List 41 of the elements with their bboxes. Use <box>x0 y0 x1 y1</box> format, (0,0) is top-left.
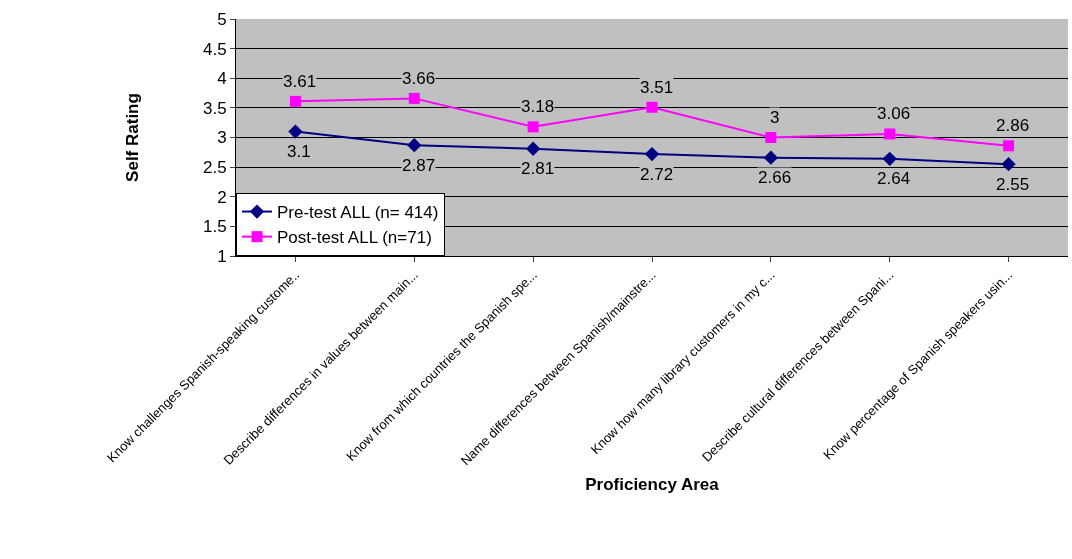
y-tick-label: 4.5 <box>202 39 227 59</box>
data-label: 3 <box>770 108 780 127</box>
y-tick-label: 3 <box>217 128 227 148</box>
data-label: 2.87 <box>402 156 436 175</box>
y-tick-label: 2.5 <box>202 158 227 178</box>
x-axis-title: Proficiency Area <box>585 474 720 494</box>
point <box>884 128 896 140</box>
point <box>288 124 303 139</box>
point <box>644 146 660 162</box>
y-tick-label: 5 <box>217 9 227 29</box>
y-tick-label: 1 <box>217 246 227 266</box>
point <box>763 150 779 165</box>
y-tick-label: 3.5 <box>202 98 227 118</box>
data-label: 2.72 <box>640 165 674 184</box>
data-label: 3.18 <box>521 97 555 116</box>
legend-label: Post-test ALL (n=71) <box>277 228 432 248</box>
point <box>527 121 539 133</box>
y-tick-label: 1.5 <box>202 217 227 237</box>
point <box>765 132 777 143</box>
data-label: 2.81 <box>521 159 555 178</box>
y-tick-label: 2 <box>217 187 227 207</box>
y-axis-title: Self Rating <box>122 93 142 182</box>
data-label: 2.66 <box>758 168 792 187</box>
point <box>407 138 422 153</box>
point <box>289 95 301 107</box>
data-label: 3.51 <box>640 78 674 97</box>
data-label: 3.1 <box>287 142 311 161</box>
point <box>1003 140 1015 152</box>
y-tick-label: 4 <box>217 69 227 89</box>
point <box>646 101 658 113</box>
data-label: 2.64 <box>877 169 911 188</box>
data-label: 3.06 <box>877 104 911 123</box>
data-label: 3.61 <box>283 72 317 91</box>
data-label: 2.55 <box>996 175 1030 194</box>
point <box>525 141 541 156</box>
point <box>882 151 897 166</box>
data-label: 2.86 <box>996 116 1030 135</box>
point <box>1001 157 1016 172</box>
data-label: 3.66 <box>402 69 436 88</box>
legend-label: Pre-test ALL (n= 414) <box>277 203 439 223</box>
point <box>408 92 420 104</box>
